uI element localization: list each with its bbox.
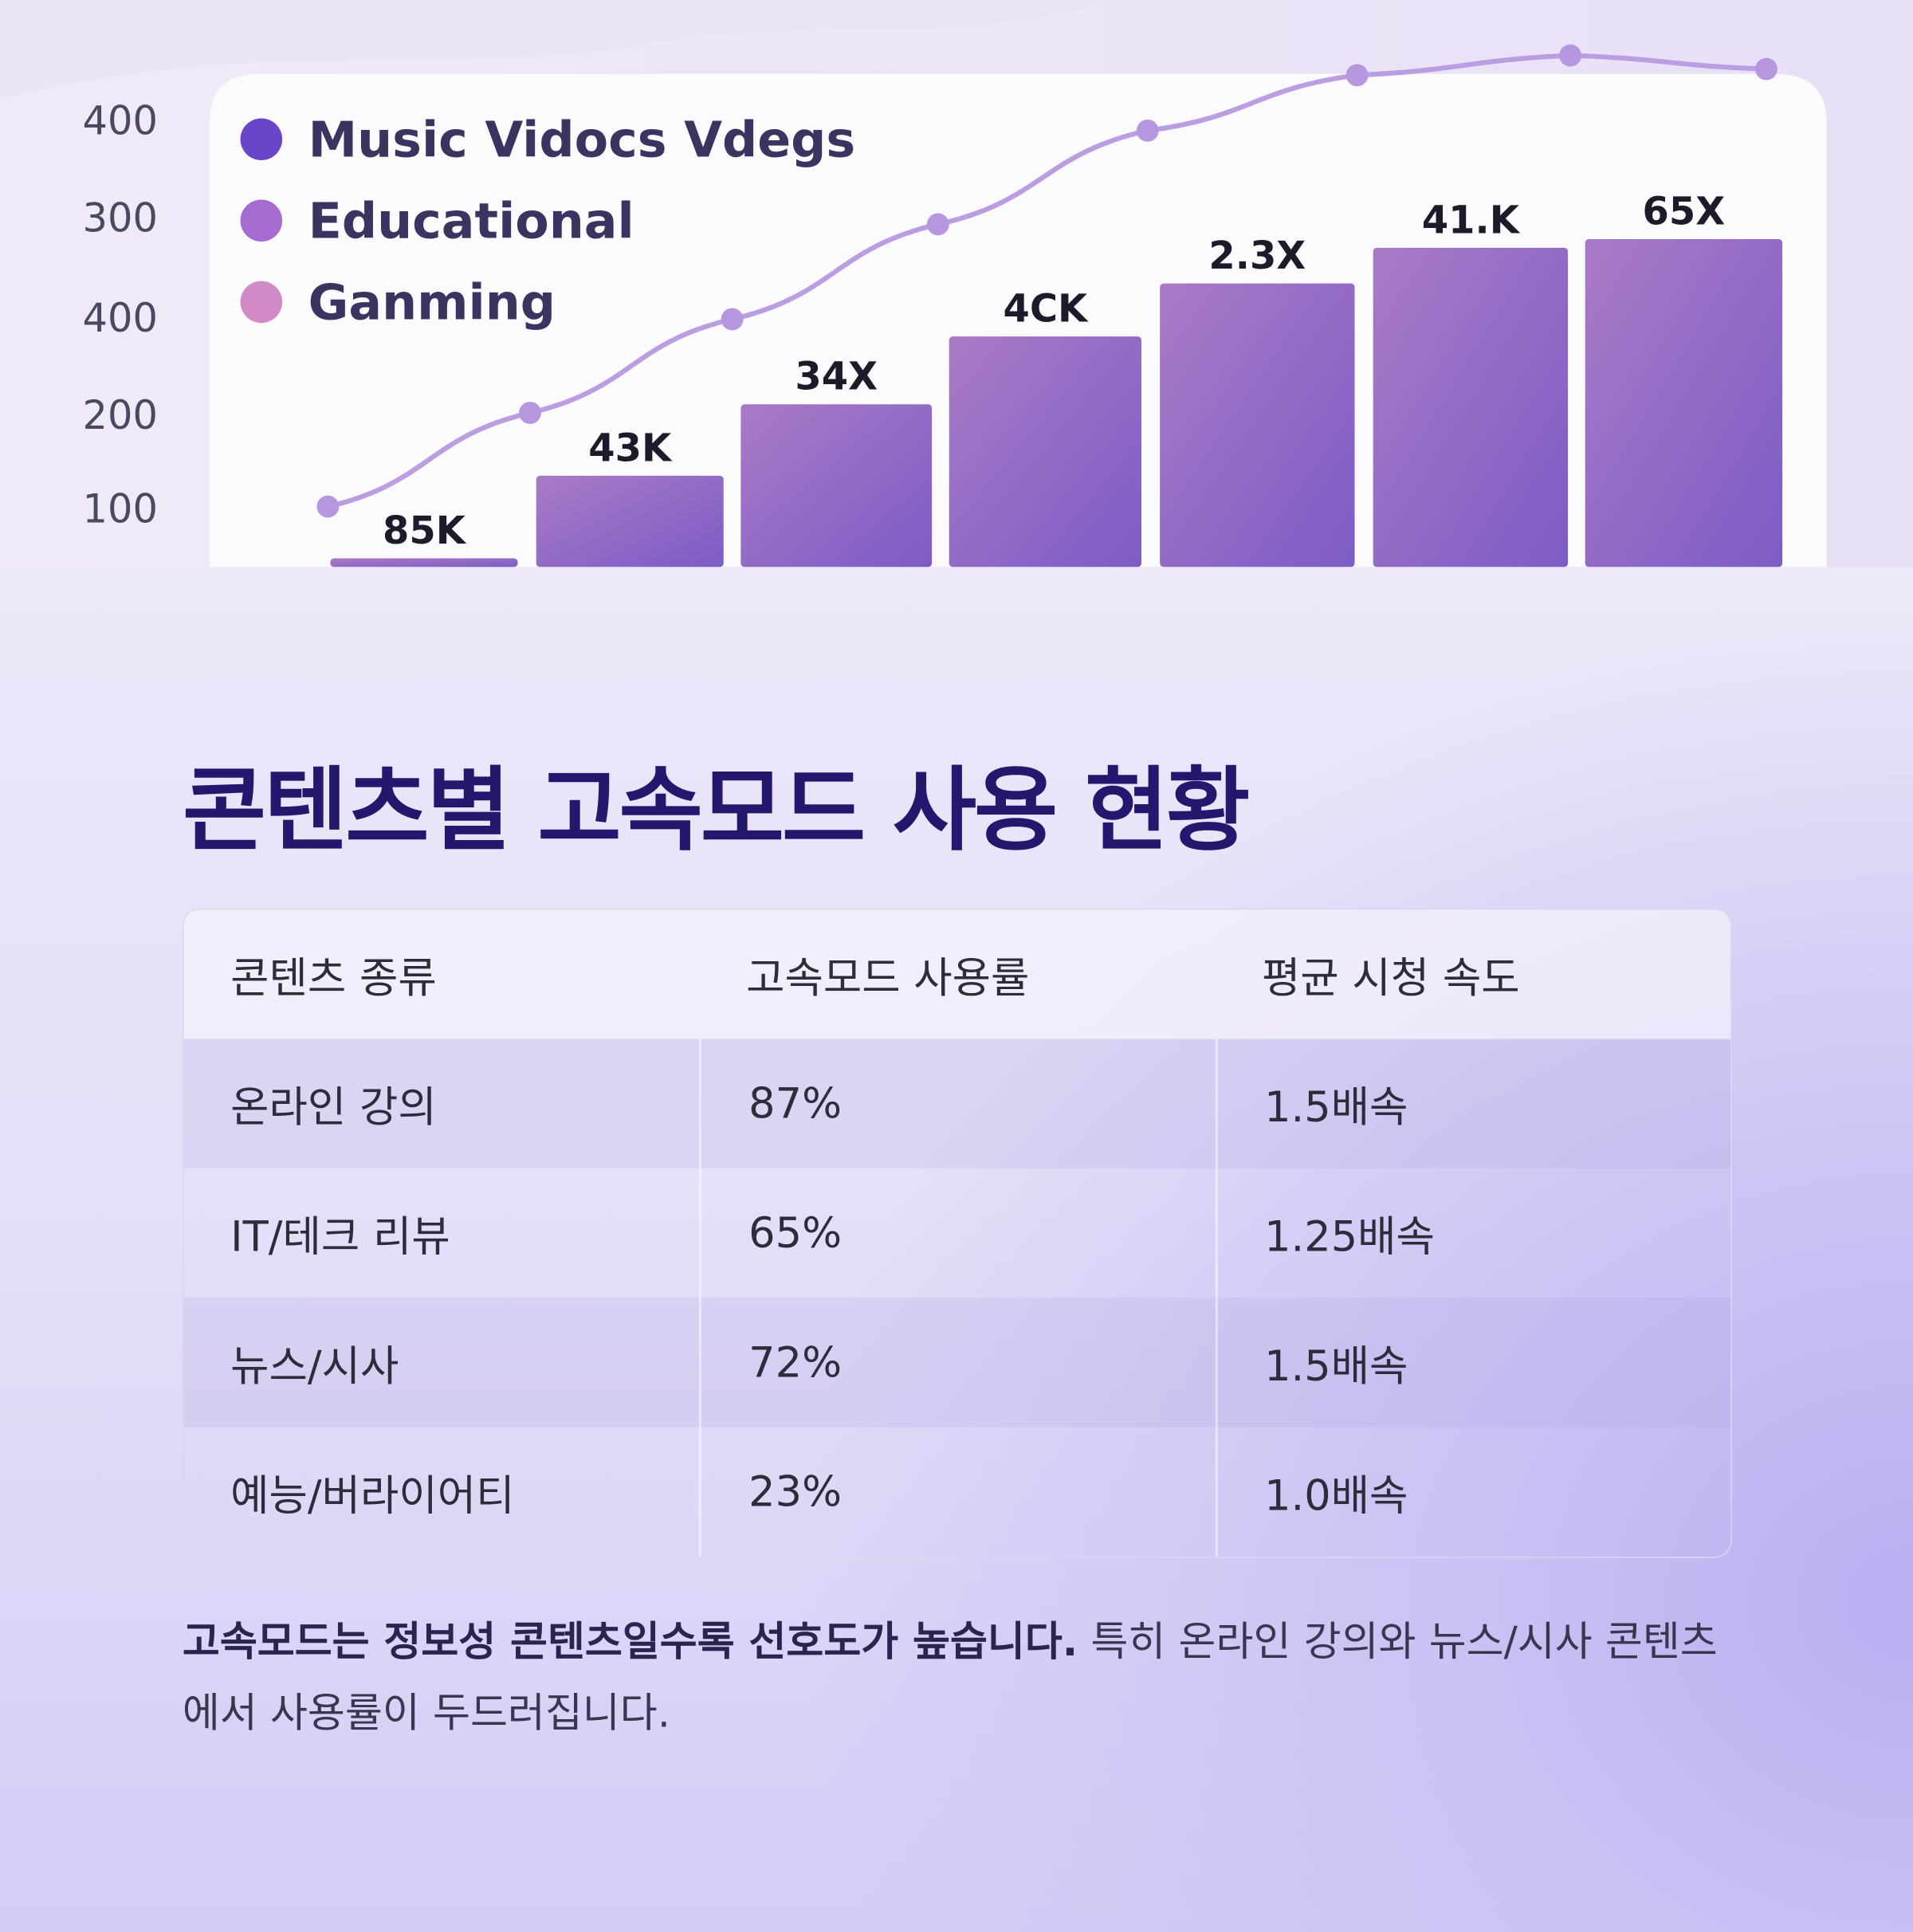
table-cell: 온라인 강의 [183, 1039, 700, 1168]
bar-label: 85K [383, 509, 467, 553]
trend-dot [1559, 44, 1582, 67]
table-cell: 1.0배속 [1215, 1427, 1730, 1557]
table-row: 예능/버라이어티 23% 1.0배속 [183, 1427, 1730, 1557]
bar [1373, 247, 1569, 567]
bar-label: 65X [1643, 190, 1726, 234]
bar-label: 4CK [1004, 288, 1090, 332]
header-cell: 콘텐츠 종류 [183, 909, 700, 1039]
trend-line [327, 53, 1767, 509]
summary-bold: 고속모드는 정보성 콘텐츠일수록 선호도가 높습니다. [182, 1616, 1078, 1666]
table-cell: IT/테크 리뷰 [230, 1212, 450, 1262]
bar [536, 475, 724, 567]
bar-label: 2.3X [1208, 234, 1306, 278]
bar-label: 43K [588, 426, 673, 470]
table-cell: 65% [699, 1168, 1215, 1298]
trend-dot [926, 213, 949, 236]
trend-dot [1755, 57, 1777, 80]
legend-dot [240, 281, 283, 324]
legend-label: Educational [308, 192, 634, 249]
table-cell: 23% [699, 1427, 1215, 1557]
y-axis-label: 300 [83, 195, 158, 242]
legend-label: Music Vidocs Vdegs [308, 111, 856, 168]
header-row: 콘텐츠 종류 고속모드 사용률 평균 시청 속도 [183, 909, 1731, 1039]
legend-label: Ganming [308, 274, 556, 332]
legend-dot [240, 118, 283, 161]
trend-dot [1136, 120, 1159, 142]
trend-dot [519, 402, 541, 424]
trend-dot [1345, 64, 1369, 87]
table-row: 뉴스/시사 72% 1.5배속 [183, 1298, 1731, 1427]
bar-label: 34X [795, 355, 878, 399]
table-cell: 87% [699, 1039, 1216, 1168]
header-cell: 평균 시청 속도 [1215, 909, 1731, 1039]
bar [949, 336, 1141, 567]
chart-illustration: 400 300 400 200 100 Music Vidocs Vdegs Educat… [0, 0, 1913, 567]
y-axis-label: 100 [83, 486, 158, 532]
bar [1160, 283, 1355, 567]
summary: 고속모드는 정보성 콘텐츠일수록 선호도가 높습니다. 특히 온라인 강의와 뉴… [183, 1606, 1748, 1749]
legend-dot [240, 199, 283, 242]
table-cell: 72% [699, 1298, 1216, 1427]
wave [0, 0, 1110, 99]
y-axis-label: 200 [83, 392, 158, 438]
y-axis-label: 400 [83, 295, 158, 341]
trend-dot [316, 495, 340, 518]
table-row: IT/테크 리뷰 65% 1.25배속 [183, 1168, 1730, 1298]
table: 콘텐츠 종류 고속모드 사용률 평균 시청 속도 온라인 강의 87% 1.5배속 IT/… [182, 908, 1732, 1558]
table-row: 온라인 강의 87% 1.5배속 [183, 1039, 1731, 1168]
table-cell: 뉴스/시사 [183, 1298, 700, 1427]
summary-text: 특히 온라인 강의와 뉴스/시사 콘텐츠에서 사용률이 두드러집니다. [182, 1616, 1718, 1737]
bar-label: 41.K [1422, 198, 1521, 242]
table-cell: 예능/버라이어티 [230, 1471, 515, 1522]
heading: 콘텐츠별 고속모드 사용 현황 [182, 758, 1251, 865]
table-cell: 1.5배속 [1215, 1298, 1731, 1427]
header-cell: 고속모드 사용률 [699, 909, 1216, 1039]
bar [330, 558, 518, 567]
trend-dot [721, 308, 744, 331]
bar [1585, 239, 1783, 567]
bar [740, 404, 933, 567]
y-axis-label: 400 [83, 98, 158, 144]
table-cell: 1.5배속 [1215, 1039, 1731, 1168]
table-cell: 1.25배속 [1215, 1168, 1730, 1298]
